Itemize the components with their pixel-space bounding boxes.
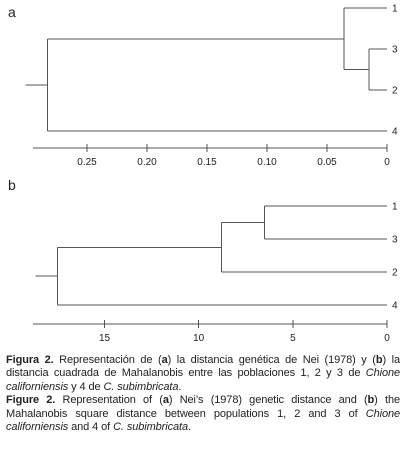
axis-tick-label: 0.05 [317,157,337,168]
axis-tick-label: 0 [384,157,390,168]
panel-letter-b: b [8,177,16,193]
dendrogram-panel-a: a 3 2 1 4 0.25 0.20 0.15 0.10 0.05 0 [8,4,398,169]
leaf-label: 4 [392,301,398,312]
axis-tick-label: 0.15 [197,157,217,168]
axis-tick-label: 0.25 [77,157,97,168]
dendrogram-panel-b: b 1 3 2 4 15 10 5 0 [8,177,398,344]
panel-letter-a: a [8,4,16,20]
axis-tick-label: 10 [193,333,205,344]
caption-en-text: Representation of (a) Nei’s (1978) genet… [6,394,400,434]
leaf-label: 2 [392,86,398,97]
caption-es-label: Figura 2. [6,354,54,366]
leaf-label: 2 [392,268,398,279]
caption-en-label: Figure 2. [6,394,56,407]
dendrogram-figure: a 3 2 1 4 0.25 0.20 0.15 0.10 0.05 0 b 1 3 2 4 15 10 5 0 [8,4,398,345]
leaf-label: 1 [392,202,398,213]
leaf-label: 1 [392,4,398,15]
leaf-label: 4 [392,127,398,138]
axis-tick-label: 15 [99,333,111,344]
axis-tick-label: 0.20 [137,157,157,168]
axis-tick-label: 0.10 [257,157,277,168]
axis-tick-label: 5 [290,333,296,344]
caption-spanish: Figura 2. Representación de (a) la dista… [6,354,400,394]
axis-tick-label: 0 [384,333,390,344]
leaf-label: 3 [392,45,398,56]
figure-caption: Figura 2. Representación de (a) la dista… [6,354,400,434]
caption-es-text: Representación de (a) la distancia genét… [6,354,400,393]
caption-english: Figure 2. Representation of (a) Nei’s (1… [6,394,400,434]
leaf-label: 3 [392,235,398,246]
